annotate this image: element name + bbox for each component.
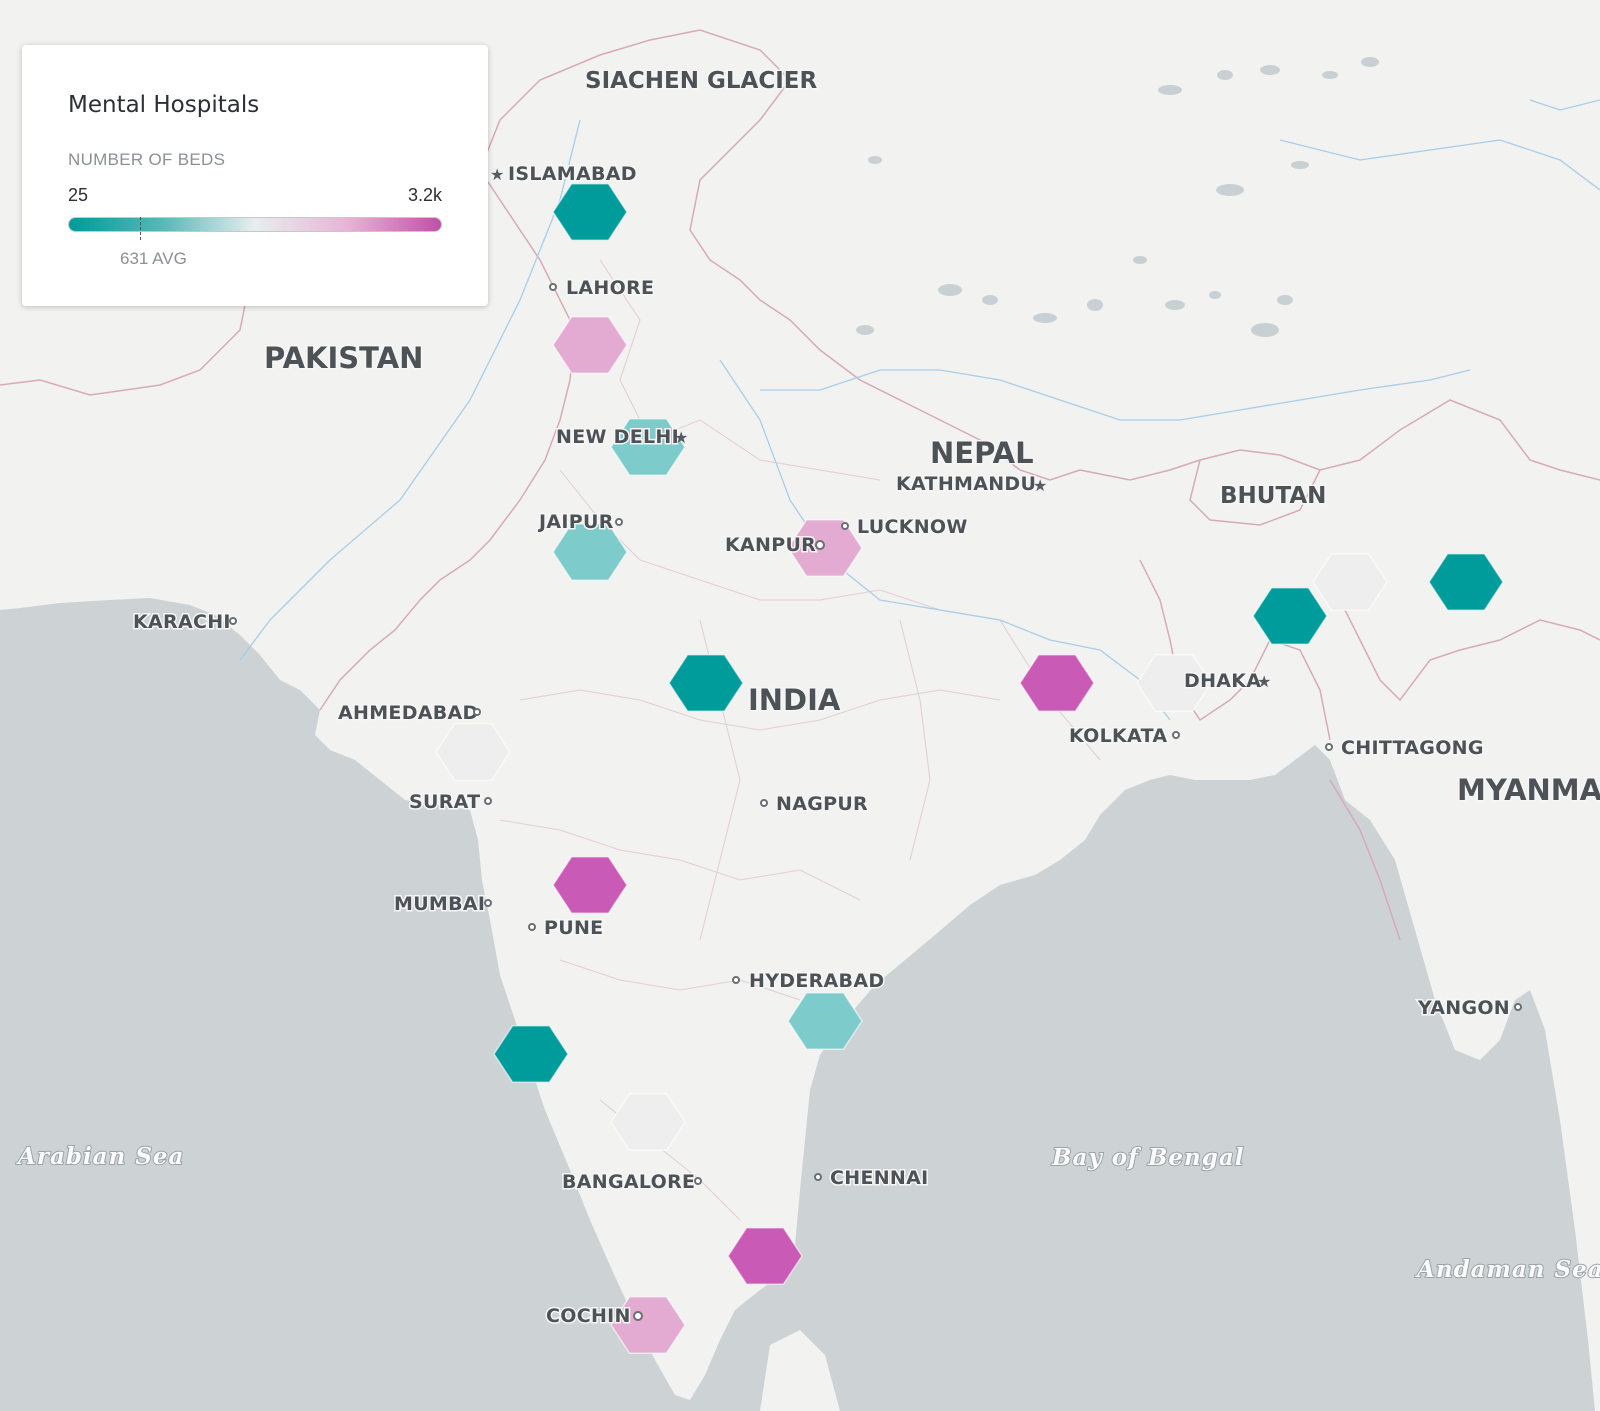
label-surat: SURAT [409, 791, 480, 813]
label-kanpur: KANPUR [725, 534, 816, 556]
legend-panel: Mental Hospitals NUMBER OF BEDS 25 3.2k … [22, 45, 488, 306]
lakes [856, 57, 1379, 337]
label-hyderabad: HYDERABAD [749, 970, 884, 992]
hex-bin-goa[interactable] [493, 1025, 569, 1083]
city-dot [633, 1311, 643, 1321]
label-pakistan: PAKISTAN [264, 341, 423, 375]
label-islamabad: ISLAMABAD [508, 163, 637, 185]
capital-star-icon: ★ [1033, 476, 1047, 495]
city-dot [1325, 743, 1333, 751]
label-karachi: KARACHI [133, 611, 231, 633]
label-dhaka: DHAKA [1184, 670, 1261, 692]
label-lahore: LAHORE [566, 277, 654, 299]
hex-bin-lucknow[interactable] [787, 519, 863, 577]
hex-bin-karnataka[interactable] [610, 1093, 686, 1151]
legend-avg-label: 631 AVG [120, 249, 187, 268]
hex-bin-arunachal[interactable] [1428, 553, 1504, 611]
legend-min-label: 25 [68, 185, 89, 205]
legend-max-label: 3.2k [407, 185, 442, 205]
label-myanmar: MYANMAR [1457, 773, 1600, 807]
capital-star-icon: ★ [490, 165, 504, 184]
label-chennai: CHENNAI [830, 1167, 929, 1189]
hex-bin-maharashtra[interactable] [552, 856, 628, 914]
label-nagpur: NAGPUR [776, 793, 868, 815]
legend-avg-tick [140, 217, 141, 240]
label-siachen-glacier: SIACHEN GLACIER [585, 68, 818, 94]
label-chittagong: CHITTAGONG [1341, 737, 1484, 759]
rivers [239, 99, 1600, 721]
label-bay-of-bengal: Bay of Bengal [1051, 1144, 1244, 1171]
city-dot [815, 540, 825, 550]
label-new-delhi: NEW DELHI [556, 426, 679, 448]
country-borders [0, 29, 1600, 941]
label-jaipur: JAIPUR [537, 511, 614, 533]
label-arabian-sea: Arabian Sea [16, 1143, 184, 1170]
label-bangalore: BANGALORE [562, 1171, 695, 1193]
capital-star-icon: ★ [1257, 672, 1271, 691]
city-dot [732, 976, 740, 984]
label-india: INDIA [748, 683, 841, 717]
hex-bin-meghalaya[interactable] [1252, 587, 1328, 645]
city-dot [549, 283, 557, 291]
city-dot [484, 899, 492, 907]
hex-bin-assam[interactable] [1312, 553, 1388, 611]
hex-bin-bengal[interactable] [1136, 654, 1212, 712]
label-pune: PUNE [544, 917, 603, 939]
city-dot [694, 1177, 702, 1185]
city-dot [1514, 1003, 1522, 1011]
label-kolkata: KOLKATA [1069, 725, 1167, 747]
hex-bin-andhra[interactable] [787, 992, 863, 1050]
hex-bin-layer [435, 183, 1504, 1354]
label-kathmandu: KATHMANDU [896, 473, 1036, 495]
city-dot [615, 518, 623, 526]
label-ahmedabad: AHMEDABAD [338, 702, 479, 724]
hex-bin-delhi[interactable] [610, 418, 686, 476]
capital-star-icon: ★ [674, 428, 688, 447]
legend-gradient-bar [68, 217, 442, 232]
map-labels: SIACHEN GLACIER PAKISTAN INDIA NEPAL BHU… [15, 67, 1600, 1329]
hex-bin-kerala[interactable] [610, 1296, 686, 1354]
hex-bin-punjab[interactable] [552, 316, 628, 374]
label-yangon: YANGON [1417, 997, 1510, 1019]
label-cochin: COCHIN [546, 1305, 631, 1327]
label-mumbai: MUMBAI [394, 893, 485, 915]
city-dot [229, 617, 237, 625]
city-dot [528, 923, 536, 931]
city-dot [1172, 731, 1180, 739]
hex-bin-central-india[interactable] [668, 654, 744, 712]
legend-title: Mental Hospitals [68, 92, 260, 118]
label-lucknow: LUCKNOW [857, 516, 968, 538]
hex-bin-bihar[interactable] [1019, 654, 1095, 712]
label-bhutan: BHUTAN [1220, 483, 1326, 509]
label-andaman-sea: Andaman Sea [1415, 1256, 1600, 1283]
city-dot [484, 797, 492, 805]
label-nepal: NEPAL [930, 436, 1034, 470]
sri-lanka [760, 1330, 840, 1411]
hex-bin-tamilnadu[interactable] [727, 1227, 803, 1285]
city-dot [841, 522, 849, 530]
hex-bin-jaipur[interactable] [552, 523, 628, 581]
hex-bin-islamabad[interactable] [552, 183, 628, 241]
hex-bin-gujarat[interactable] [435, 723, 511, 781]
legend-subtitle: NUMBER OF BEDS [68, 150, 226, 169]
city-dot [814, 1173, 822, 1181]
city-dot [760, 799, 768, 807]
city-dot [473, 708, 481, 716]
